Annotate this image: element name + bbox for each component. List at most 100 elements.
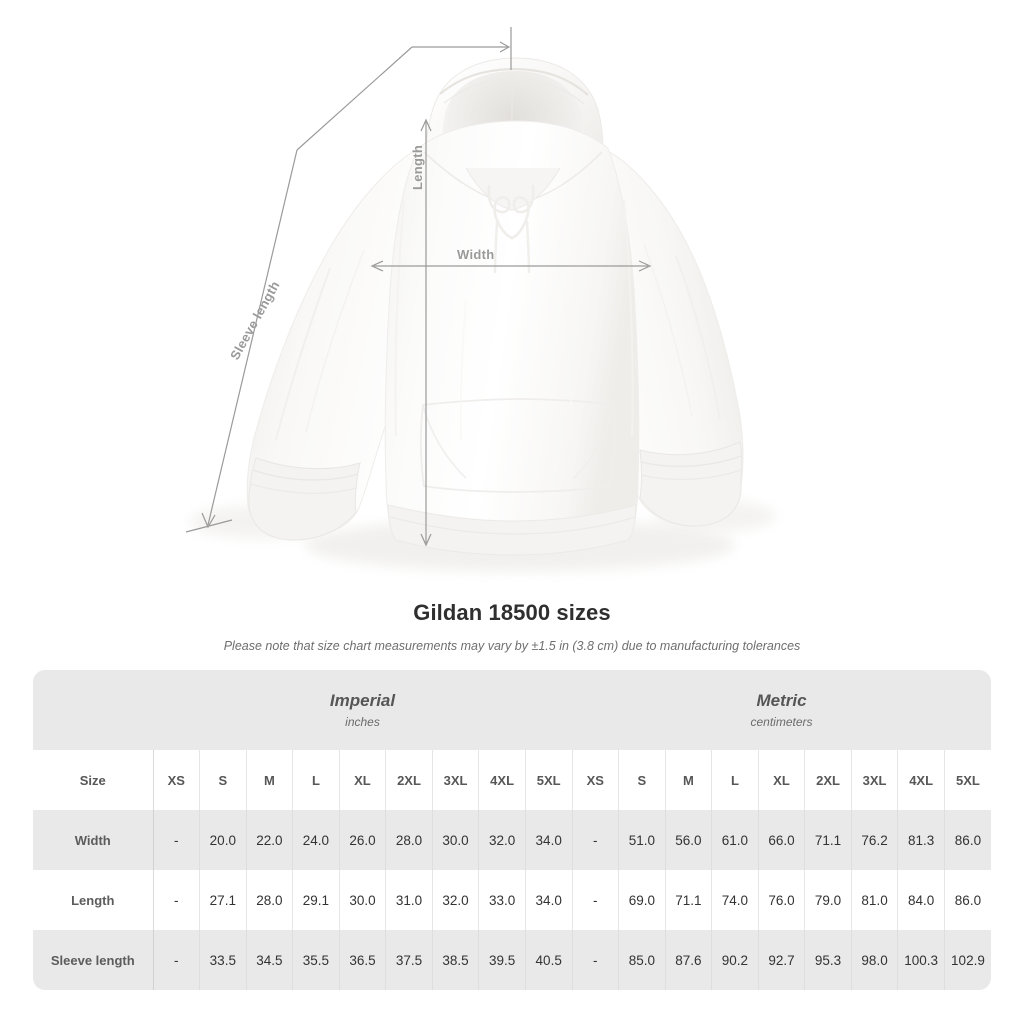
cell-width-metric-5xl: 86.0 [944, 810, 991, 870]
cell-length-imperial-3xl: 32.0 [432, 870, 480, 930]
cell-width-imperial-xs: - [153, 810, 201, 870]
cell-sleeve-length-metric-2xl: 95.3 [804, 930, 852, 990]
table-row: Width -20.0 22.0 24.0 26.0 28.0 30.0 32.0 34.0-5… [33, 810, 991, 870]
length-arrow-bottom [420, 533, 432, 547]
chart-heading: Gildan 18500 sizes Please note that size… [0, 600, 1024, 653]
cell-length-metric-s: 69.0 [618, 870, 666, 930]
cell-sleeve-length-imperial-m: 34.5 [246, 930, 294, 990]
sleeve-bottom-arrowhead [201, 512, 216, 529]
size-header-metric-3xl: 3XL [851, 750, 899, 810]
cell-sleeve-length-imperial-4xl: 39.5 [478, 930, 526, 990]
size-header-metric-2xl: 2XL [804, 750, 852, 810]
cell-sleeve-length-imperial-l: 35.5 [292, 930, 340, 990]
cell-length-imperial-5xl: 34.0 [525, 870, 573, 930]
page-title: Gildan 18500 sizes [413, 600, 611, 625]
cell-length-metric-xs: - [572, 870, 620, 930]
unit-system-name: Imperial [329, 691, 396, 711]
sleeve-diagonal-upper [296, 46, 413, 151]
unit-system-header-metric: Metric centimeters [572, 670, 991, 750]
cell-length-imperial-l: 29.1 [292, 870, 340, 930]
tolerance-note: Please note that size chart measurements… [223, 639, 801, 653]
cell-width-metric-l: 61.0 [711, 810, 759, 870]
cell-length-imperial-4xl: 33.0 [478, 870, 526, 930]
measurement-annotations [185, 27, 652, 547]
cell-length-metric-xl: 76.0 [758, 870, 806, 930]
cell-width-imperial-m: 22.0 [246, 810, 294, 870]
width-arrow-right [638, 260, 652, 272]
cell-length-metric-4xl: 84.0 [897, 870, 945, 930]
size-header-imperial-3xl: 3XL [432, 750, 480, 810]
measurement-row-label: Width [33, 810, 154, 870]
cell-length-imperial-s: 27.1 [199, 870, 247, 930]
size-header-metric-xl: XL [758, 750, 806, 810]
cell-sleeve-length-metric-xs: - [572, 930, 620, 990]
size-header-metric-5xl: 5XL [944, 750, 991, 810]
size-header-imperial-xs: XS [153, 750, 201, 810]
cell-length-imperial-xl: 30.0 [339, 870, 387, 930]
cell-length-imperial-xs: - [153, 870, 201, 930]
cell-sleeve-length-imperial-3xl: 38.5 [432, 930, 480, 990]
cell-width-imperial-l: 24.0 [292, 810, 340, 870]
unit-system-header-row: Imperial inches Metric centimeters [33, 670, 991, 750]
measurement-row-label: Length [33, 870, 154, 930]
cell-sleeve-length-metric-xl: 92.7 [758, 930, 806, 990]
size-header-imperial-5xl: 5XL [525, 750, 573, 810]
cell-width-imperial-3xl: 30.0 [432, 810, 480, 870]
cell-width-metric-m: 56.0 [665, 810, 713, 870]
cell-sleeve-length-metric-m: 87.6 [665, 930, 713, 990]
size-chart-table: Imperial inches Metric centimeters Size XS S M L… [33, 670, 991, 990]
cell-length-metric-3xl: 81.0 [851, 870, 899, 930]
sleeve-diagonal-lower [207, 149, 298, 526]
cell-length-metric-2xl: 79.0 [804, 870, 852, 930]
size-column-header: Size [33, 750, 154, 810]
size-header-metric-xs: XS [572, 750, 620, 810]
width-arrow-left [370, 260, 384, 272]
cell-width-metric-xl: 66.0 [758, 810, 806, 870]
size-header-imperial-2xl: 2XL [385, 750, 433, 810]
unit-system-subtitle: centimeters [750, 714, 813, 729]
hoodie-image [190, 57, 775, 571]
measurement-row-label: Sleeve length [33, 930, 154, 990]
cell-sleeve-length-metric-5xl: 102.9 [944, 930, 991, 990]
cell-sleeve-length-imperial-s: 33.5 [199, 930, 247, 990]
cell-sleeve-length-imperial-2xl: 37.5 [385, 930, 433, 990]
length-measurement-label: Length [410, 144, 425, 190]
unit-system-subtitle: inches [345, 714, 380, 729]
cell-width-metric-xs: - [572, 810, 620, 870]
cell-width-metric-s: 51.0 [618, 810, 666, 870]
size-header-imperial-l: L [292, 750, 340, 810]
cell-sleeve-length-metric-3xl: 98.0 [851, 930, 899, 990]
size-header-imperial-m: M [246, 750, 294, 810]
size-header-imperial-4xl: 4XL [478, 750, 526, 810]
cell-length-metric-m: 71.1 [665, 870, 713, 930]
table-row: Sleeve length -33.5 34.5 35.5 36.5 37.5 38.5 39… [33, 930, 991, 990]
cell-length-imperial-2xl: 31.0 [385, 870, 433, 930]
size-header-imperial-xl: XL [339, 750, 387, 810]
cell-sleeve-length-imperial-5xl: 40.5 [525, 930, 573, 990]
size-header-metric-l: L [711, 750, 759, 810]
cell-length-metric-5xl: 86.0 [944, 870, 991, 930]
unit-system-header-imperial: Imperial inches [153, 670, 573, 750]
cell-width-imperial-5xl: 34.0 [525, 810, 573, 870]
cell-sleeve-length-metric-4xl: 100.3 [897, 930, 945, 990]
size-header-row: Size XS S M L XL 2XL 3XL 4XL 5XL XS S M L XL 2XL 3XL 4XL 5… [33, 750, 991, 810]
unit-system-name: Metric [756, 691, 807, 711]
size-header-metric-4xl: 4XL [897, 750, 945, 810]
cell-length-metric-l: 74.0 [711, 870, 759, 930]
cell-width-imperial-4xl: 32.0 [478, 810, 526, 870]
size-header-imperial-s: S [199, 750, 247, 810]
unit-header-spacer [33, 670, 153, 750]
cell-sleeve-length-metric-s: 85.0 [618, 930, 666, 990]
sleeve-top-arrowhead [499, 41, 511, 53]
width-measurement-label: Width [457, 247, 495, 262]
garment-illustration: Width Length Sleeve length [185, 27, 775, 571]
cell-width-imperial-2xl: 28.0 [385, 810, 433, 870]
size-chart-table-container: Imperial inches Metric centimeters Size XS S M L… [33, 670, 991, 990]
size-header-metric-m: M [665, 750, 713, 810]
cell-width-metric-2xl: 71.1 [804, 810, 852, 870]
cell-sleeve-length-metric-l: 90.2 [711, 930, 759, 990]
cell-width-metric-4xl: 81.3 [897, 810, 945, 870]
sleeve-bottom-tick [185, 519, 233, 533]
cell-length-imperial-m: 28.0 [246, 870, 294, 930]
